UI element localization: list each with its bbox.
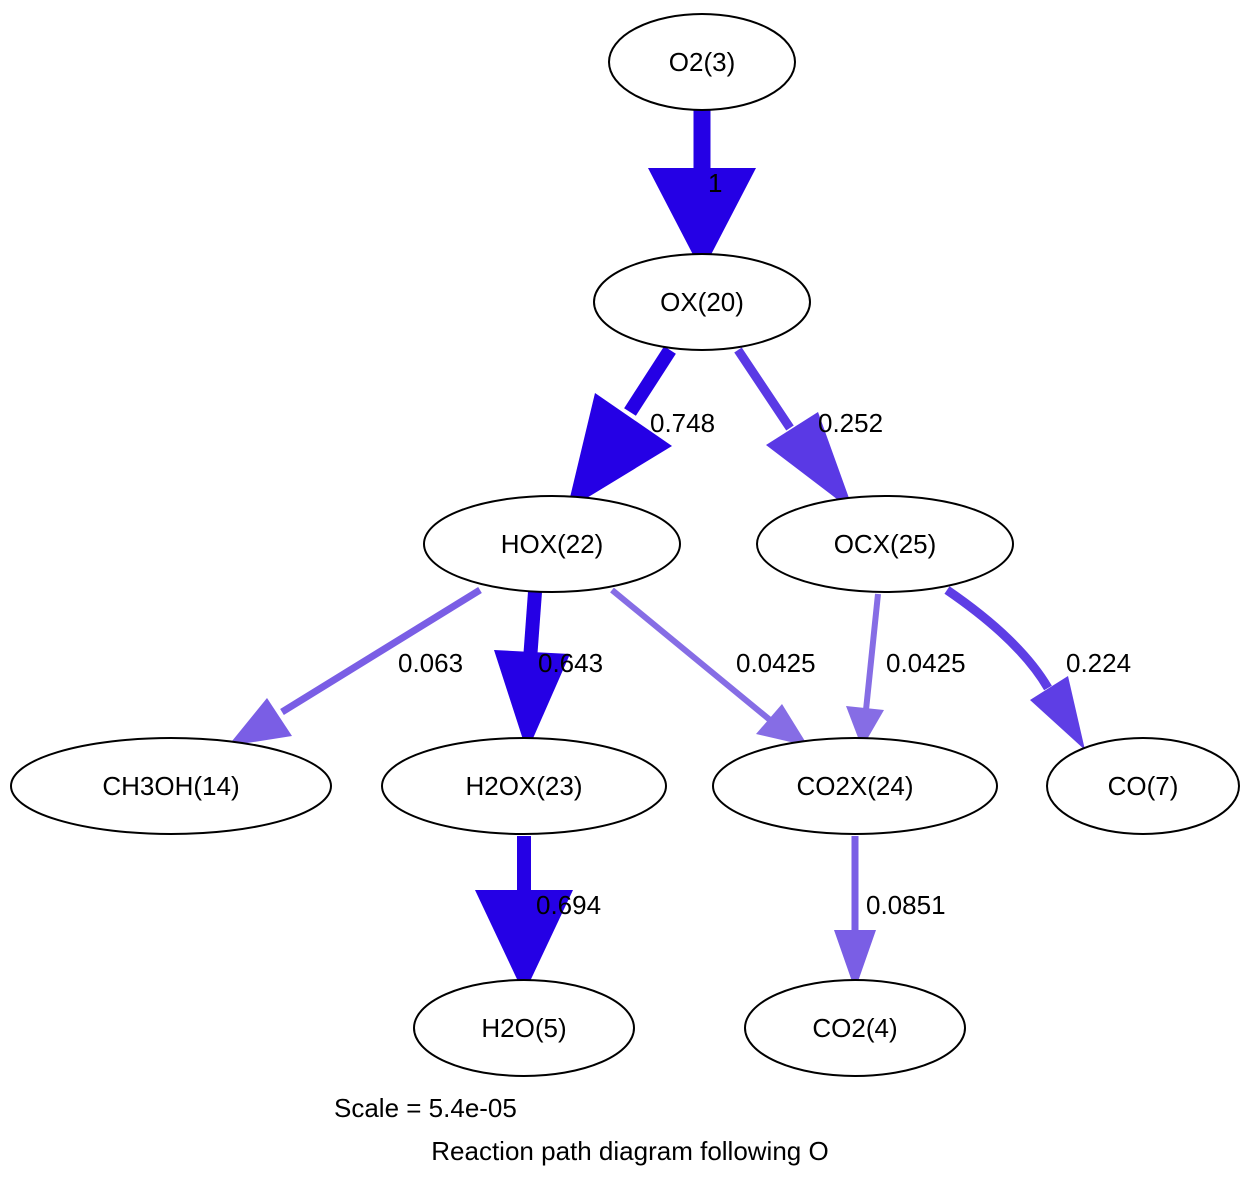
arrowhead (834, 930, 876, 990)
node-ocx: OCX(25) (756, 495, 1014, 593)
node-label: O2(3) (669, 47, 735, 77)
node-hox: HOX(22) (423, 495, 681, 593)
node-co2x: CO2X(24) (712, 737, 998, 835)
arrowhead (475, 890, 573, 994)
arrowhead (766, 412, 854, 512)
edge-h2ox-h2o: 0.694 (475, 836, 601, 994)
edge-label-co2x-co2: 0.0851 (866, 890, 946, 920)
node-label: OX(20) (660, 287, 744, 317)
edge-label-hox-co2x: 0.0425 (736, 648, 816, 678)
arrowhead (756, 704, 808, 746)
edge-label-hox-ch3oh: 0.063 (398, 648, 463, 678)
arrowhead (494, 650, 570, 752)
edge-label-ocx-co2x: 0.0425 (886, 648, 966, 678)
arrowhead (846, 706, 884, 748)
node-co2: CO2(4) (744, 979, 966, 1077)
arrowhead (1030, 676, 1085, 750)
edge-co2x-co2: 0.0851 (834, 836, 946, 990)
edge-label-h2ox-h2o: 0.694 (536, 890, 601, 920)
arrowhead (567, 393, 672, 510)
caption-title: Reaction path diagram following O (431, 1136, 828, 1166)
edge-label-ox-ocx: 0.252 (818, 408, 883, 438)
edge-hox-co2x: 0.0425 (610, 587, 816, 746)
arrowhead (648, 168, 756, 272)
edge-hox-h2ox: 0.643 (494, 591, 603, 752)
edge-ocx-co2x: 0.0425 (846, 593, 966, 748)
arrowhead (228, 698, 292, 746)
edge-label-o2-ox: 1 (708, 168, 722, 198)
node-h2o: H2O(5) (413, 979, 635, 1077)
node-label: CO2X(24) (796, 771, 913, 801)
node-label: OCX(25) (834, 529, 937, 559)
node-label: CO(7) (1108, 771, 1179, 801)
node-label: H2O(5) (481, 1013, 566, 1043)
edge-ox-hox: 0.748 (567, 346, 715, 510)
edge-ocx-co: 0.224 (944, 586, 1131, 750)
node-label: HOX(22) (501, 529, 604, 559)
node-label: H2OX(23) (465, 771, 582, 801)
edge-o2-ox: 1 (648, 110, 756, 272)
node-ch3oh: CH3OH(14) (10, 737, 332, 835)
node-h2ox: H2OX(23) (381, 737, 667, 835)
node-o2: O2(3) (608, 13, 796, 111)
node-label: CH3OH(14) (102, 771, 239, 801)
edge-label-ox-hox: 0.748 (650, 408, 715, 438)
caption-scale: Scale = 5.4e-05 (334, 1093, 517, 1123)
node-co: CO(7) (1046, 737, 1240, 835)
edge-ox-ocx: 0.252 (734, 347, 883, 512)
edge-hox-ch3oh: 0.063 (228, 587, 482, 746)
edge-label-ocx-co: 0.224 (1066, 648, 1131, 678)
edge-label-hox-h2ox: 0.643 (538, 648, 603, 678)
node-ox: OX(20) (593, 253, 811, 351)
node-label: CO2(4) (812, 1013, 897, 1043)
